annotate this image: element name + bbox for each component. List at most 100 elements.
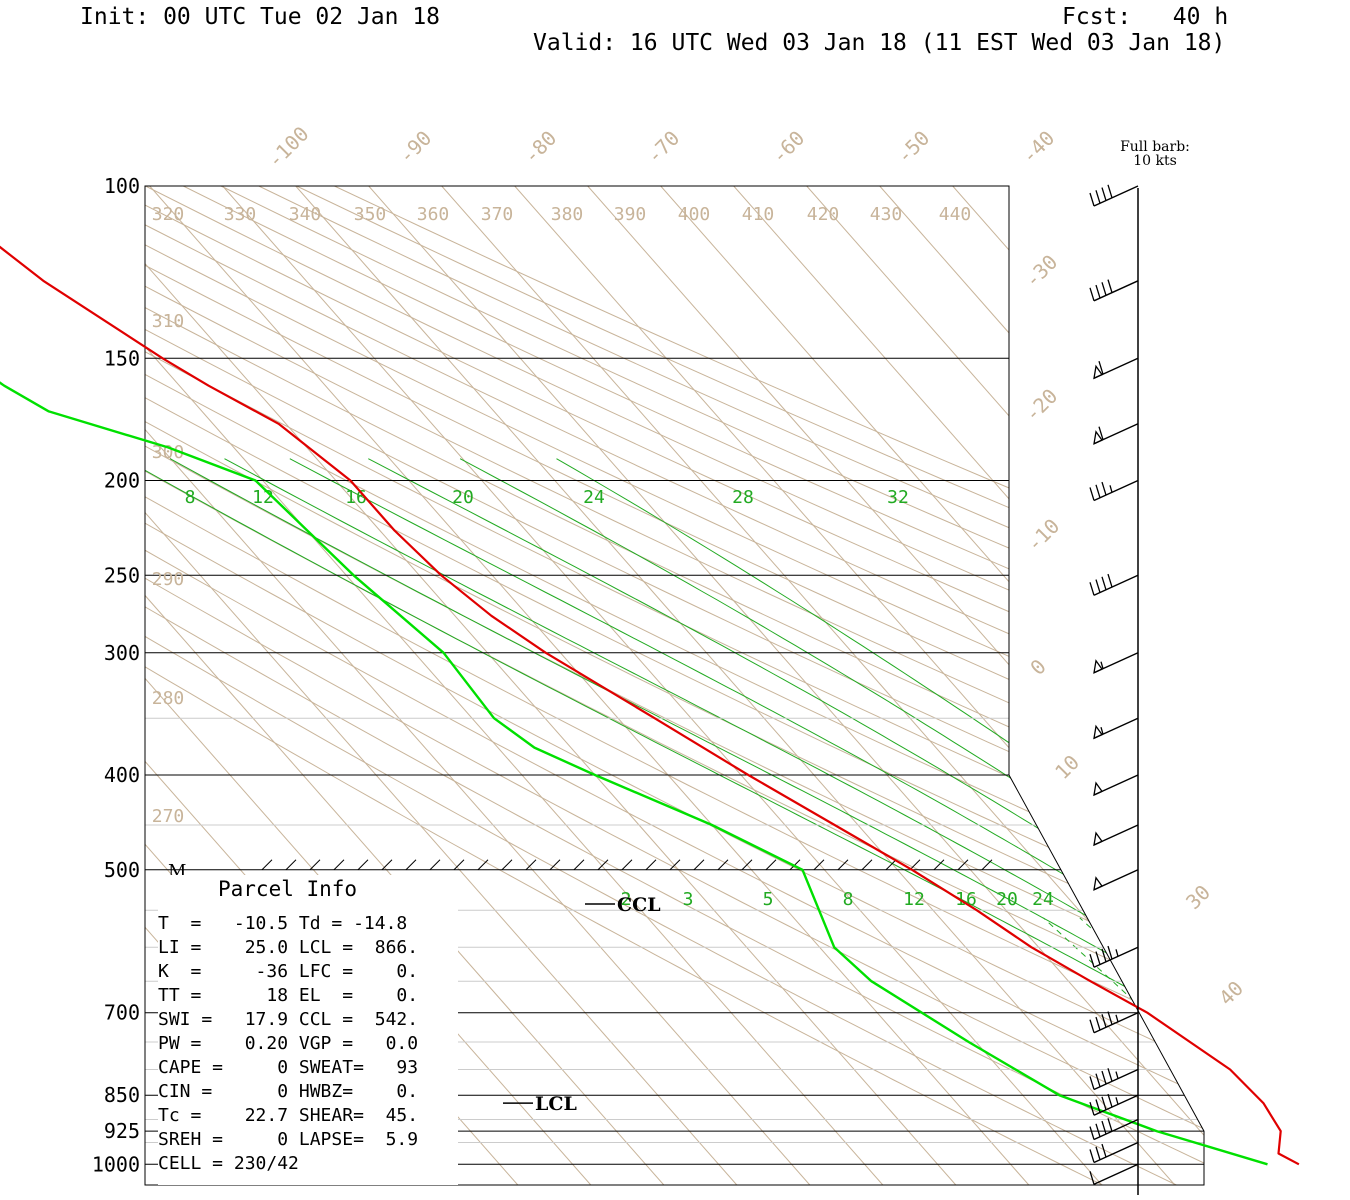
freezing-level-hatch [357, 859, 369, 871]
parcel-row: TT = 18 EL = 0. [158, 985, 419, 1006]
lcl-marker-label: LCL [535, 1093, 577, 1115]
mixing-ratio-label: 5 [763, 889, 774, 910]
theta-label: 410 [742, 204, 775, 225]
freezing-level-hatch [669, 859, 681, 871]
mixing-ratio-label: 8 [843, 889, 854, 910]
freezing-level-hatch [693, 859, 705, 871]
dewpoint-profile-line [0, 381, 1268, 1166]
wind-barb [1089, 279, 1139, 302]
isotherm-line [514, 186, 1204, 1185]
theta-label: 330 [224, 204, 257, 225]
theta-label: 350 [354, 204, 387, 225]
moist-adiabat-line [556, 458, 1204, 1165]
parcel-row: CIN = 0 HWBZ= 0. [158, 1081, 419, 1102]
isotherm-label: -50 [892, 126, 935, 169]
isotherm-line [879, 186, 1204, 1185]
freezing-level-hatch [933, 859, 945, 871]
moist-adiabat-line [145, 458, 1204, 1165]
theta-label: 280 [152, 688, 185, 709]
freezing-level-hatch [573, 859, 585, 871]
theta-label: 270 [152, 806, 185, 827]
isotherm-label: -40 [1017, 126, 1060, 169]
wind-barb [1089, 1141, 1139, 1164]
freezing-level-hatch [645, 859, 657, 871]
pressure-tick-label: 925 [104, 1119, 140, 1143]
pressure-tick-label: 500 [104, 858, 140, 882]
parcel-row: SWI = 17.9 CCL = 542. [158, 1009, 419, 1030]
wind-barbs [1089, 184, 1139, 1185]
isotherm-label: -10 [1022, 514, 1065, 557]
freezing-level-hatch [525, 859, 537, 871]
freezing-level-hatch [405, 859, 417, 871]
theta-label: 340 [289, 204, 322, 225]
isotherm-label: 0 [1025, 654, 1050, 679]
pressure-tick-label: 250 [104, 563, 140, 587]
freezing-level-hatch [477, 859, 489, 871]
freezing-level-hatch [285, 859, 297, 871]
isotherm-line [660, 186, 1204, 1185]
parcel-info-title: Parcel Info [218, 877, 358, 901]
freezing-level-hatch [621, 859, 633, 871]
freezing-level-hatch [549, 859, 561, 871]
dry-adiabat-line [145, 186, 1204, 1185]
isotherm-label: -80 [519, 126, 562, 169]
ccl-marker-label: CCL [617, 894, 661, 916]
wind-barb [1089, 1093, 1139, 1116]
theta-label: 290 [152, 569, 185, 590]
theta-label: 400 [678, 204, 711, 225]
freezing-level-hatch [261, 859, 273, 871]
dry-adiabat-line [145, 186, 1204, 1185]
isotherm-label: -100 [263, 122, 314, 173]
isotherm-line [145, 186, 665, 1185]
pressure-tick-label: 100 [104, 174, 140, 198]
parcel-row: PW = 0.20 VGP = 0.0 [158, 1033, 419, 1054]
wind-barb [1093, 357, 1139, 380]
isotherm-line [441, 186, 1204, 1185]
freezing-level-hatch [453, 859, 465, 871]
parcel-row: K = -36 LFC = 0. [158, 961, 419, 982]
wind-barb [1089, 1011, 1139, 1034]
moist-adiabat-label: 12 [252, 487, 274, 508]
isotherm-line [368, 186, 1204, 1185]
theta-label: 420 [807, 204, 840, 225]
isotherm-label: -30 [1020, 250, 1063, 293]
dry-adiabat-line [145, 186, 1204, 1185]
pressure-tick-label: 850 [104, 1083, 140, 1107]
dry-adiabat-line [334, 186, 1204, 1185]
init-time: Init: 00 UTC Tue 02 Jan 18 [80, 4, 441, 30]
dry-adiabat-line [145, 186, 1204, 1185]
mixing-ratio-line [1247, 918, 1350, 1164]
temperature-profile-line [0, 245, 1300, 1166]
parcel-row: T = -10.5 Td = -14.8 [158, 913, 408, 934]
theta-label: 430 [870, 204, 903, 225]
wind-barb [1093, 423, 1139, 445]
freezing-level-hatch [597, 859, 609, 871]
moist-adiabat-label: 16 [345, 487, 367, 508]
isotherm-line [145, 186, 811, 1185]
pressure-tick-label: 400 [104, 763, 140, 787]
dry-adiabat-line [145, 186, 1204, 1185]
wind-barb [1089, 479, 1139, 502]
dry-adiabat-line [145, 186, 1177, 1185]
dry-adiabat-line [145, 186, 1204, 1185]
wind-barb [1093, 652, 1139, 674]
moist-adiabat-line [459, 458, 1204, 1165]
dry-adiabat-line [145, 186, 1204, 1185]
dry-adiabat-line [145, 186, 1204, 1185]
mixing-ratio-line [1043, 917, 1204, 1165]
barb-legend-line2: 10 kts [1133, 153, 1177, 169]
mixing-ratio-label: 24 [1032, 889, 1054, 910]
freezing-level-hatch [957, 859, 969, 871]
parcel-row: SREH = 0 LAPSE= 5.9 [158, 1129, 419, 1150]
freezing-level-hatch [813, 859, 825, 871]
mixing-ratio-line [1291, 918, 1350, 1164]
freezing-level-hatch [741, 859, 753, 871]
isotherm-line [145, 186, 957, 1185]
barb-legend-line1: Full barb: [1120, 139, 1190, 155]
dry-adiabat-line [145, 186, 1204, 1185]
pressure-tick-label: 150 [104, 346, 140, 370]
freezing-level-hatch [333, 859, 345, 871]
moist-adiabat-label: 8 [185, 487, 196, 508]
mixing-ratio-line [1127, 917, 1204, 1165]
